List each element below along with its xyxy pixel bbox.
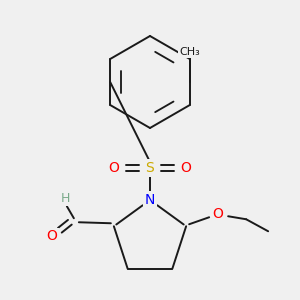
Text: N: N xyxy=(145,193,155,207)
Text: O: O xyxy=(46,229,57,243)
Text: H: H xyxy=(61,192,70,205)
Text: O: O xyxy=(213,207,224,221)
Text: CH₃: CH₃ xyxy=(179,47,200,57)
Text: S: S xyxy=(146,161,154,175)
Text: O: O xyxy=(181,161,191,175)
Text: O: O xyxy=(109,161,119,175)
